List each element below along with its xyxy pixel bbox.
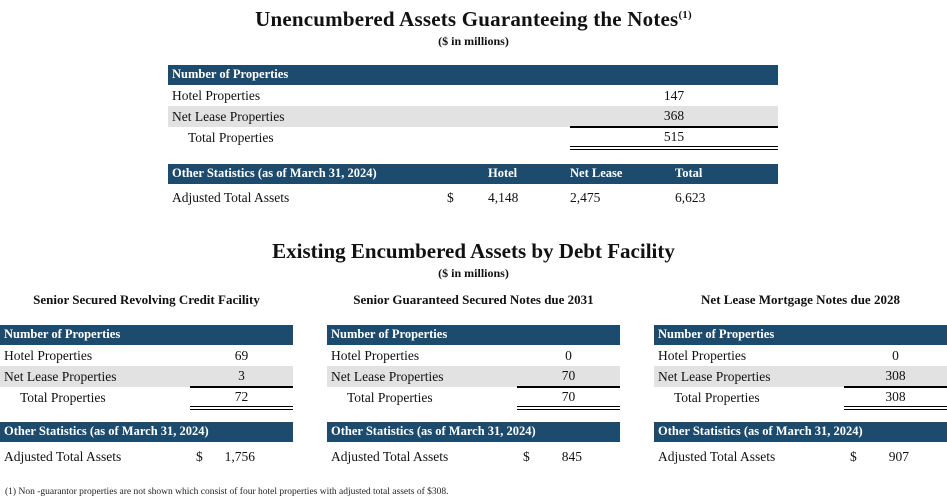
row-value: 308 xyxy=(844,366,947,388)
row-value: 907 xyxy=(888,448,909,464)
currency-symbol: $ xyxy=(850,448,857,464)
row-value: 0 xyxy=(565,347,572,363)
table-row: Hotel Properties 0 xyxy=(327,345,620,366)
table-header-row: Other Statistics (as of March 31, 2024) xyxy=(654,422,947,442)
table-total-row: Total Properties 515 xyxy=(168,127,778,150)
net-lease-value: 2,475 xyxy=(570,190,601,205)
hotel-value: 4,148 xyxy=(488,190,519,205)
panel-mortgage-notes-2028: Net Lease Mortgage Notes due 2028 Number… xyxy=(654,292,947,467)
other-statistics-header: Other Statistics (as of March 31, 2024) xyxy=(0,422,293,442)
panel-stats-table: Other Statistics (as of March 31, 2024) … xyxy=(654,422,947,467)
panel-title: Senior Secured Revolving Credit Facility xyxy=(33,292,260,307)
row-label: Net Lease Properties xyxy=(0,366,190,387)
row-label: Adjusted Total Assets xyxy=(331,448,449,464)
table-total-row: Total Properties 72 xyxy=(0,387,293,410)
table-total-row: Total Properties 308 xyxy=(654,387,947,410)
row-value: 147 xyxy=(663,87,685,103)
currency-symbol: $ xyxy=(447,190,454,205)
table-row: Adjusted Total Assets $ 907 xyxy=(654,442,947,467)
table-row: Hotel Properties 69 xyxy=(0,345,293,366)
row-label: Total Properties xyxy=(674,389,760,405)
unencumbered-properties-table: Number of Properties Hotel Properties 14… xyxy=(168,65,778,150)
footnote: (1) Non -guarantor properties are not sh… xyxy=(5,487,449,497)
other-statistics-header: Other Statistics (as of March 31, 2024) xyxy=(654,422,947,442)
row-label: Adjusted Total Assets xyxy=(658,448,776,464)
number-of-properties-header: Number of Properties xyxy=(654,325,947,345)
section1-tables: Number of Properties Hotel Properties 14… xyxy=(168,65,778,209)
number-of-properties-header: Number of Properties xyxy=(168,65,778,85)
table-header-row: Other Statistics (as of March 31, 2024) … xyxy=(168,164,778,184)
row-value: 69 xyxy=(234,347,249,363)
row-label: Hotel Properties xyxy=(172,87,261,103)
table-header-row: Number of Properties xyxy=(654,325,947,345)
number-of-properties-header: Number of Properties xyxy=(327,325,620,345)
section1-title-footnote-ref: (1) xyxy=(678,9,692,21)
row-value: 845 xyxy=(561,448,582,464)
row-value: 1,756 xyxy=(224,448,255,464)
table-row: Adjusted Total Assets $ 1,756 xyxy=(0,442,293,467)
section1-title: Unencumbered Assets Guaranteeing the Not… xyxy=(0,0,947,32)
total-value: 6,623 xyxy=(675,190,706,205)
table-header-row: Number of Properties xyxy=(168,65,778,85)
row-label: Hotel Properties xyxy=(658,347,747,363)
row-value: 70 xyxy=(517,366,620,388)
row-label: Total Properties xyxy=(188,129,274,145)
panel-properties-table: Number of Properties Hotel Properties 0 … xyxy=(654,325,947,410)
panel-title: Senior Guaranteed Secured Notes due 2031 xyxy=(353,292,594,307)
panel-title: Net Lease Mortgage Notes due 2028 xyxy=(701,292,900,307)
row-value: 70 xyxy=(517,387,620,410)
table-row: Net Lease Properties 70 xyxy=(327,366,620,388)
column-header-total: Total xyxy=(675,164,778,184)
row-value: 515 xyxy=(570,127,778,150)
row-label: Adjusted Total Assets xyxy=(4,448,122,464)
panel-properties-table: Number of Properties Hotel Properties 69… xyxy=(0,325,293,410)
row-label: Total Properties xyxy=(347,389,433,405)
panel-properties-table: Number of Properties Hotel Properties 0 … xyxy=(327,325,620,410)
table-header-row: Other Statistics (as of March 31, 2024) xyxy=(327,422,620,442)
panel-stats-table: Other Statistics (as of March 31, 2024) … xyxy=(327,422,620,467)
column-header-net-lease: Net Lease xyxy=(570,164,675,184)
currency-symbol: $ xyxy=(523,448,530,464)
table-row: Net Lease Properties 308 xyxy=(654,366,947,388)
section1-subtitle: ($ in millions) xyxy=(438,34,509,48)
row-value: 72 xyxy=(190,387,293,410)
row-label: Total Properties xyxy=(20,389,106,405)
row-label: Hotel Properties xyxy=(331,347,420,363)
table-total-row: Total Properties 70 xyxy=(327,387,620,410)
panel-revolving-credit-facility: Senior Secured Revolving Credit Facility… xyxy=(0,292,293,467)
row-value: 3 xyxy=(190,366,293,388)
table-row: Hotel Properties 0 xyxy=(654,345,947,366)
panel-secured-notes-2031: Senior Guaranteed Secured Notes due 2031… xyxy=(327,292,620,467)
unencumbered-stats-table: Other Statistics (as of March 31, 2024) … xyxy=(168,164,778,209)
table-header-row: Number of Properties xyxy=(0,325,293,345)
row-label: Hotel Properties xyxy=(4,347,93,363)
table-row: Hotel Properties 147 xyxy=(168,85,778,106)
panel-stats-table: Other Statistics (as of March 31, 2024) … xyxy=(0,422,293,467)
number-of-properties-header: Number of Properties xyxy=(0,325,293,345)
row-label: Net Lease Properties xyxy=(654,366,844,387)
table-header-row: Number of Properties xyxy=(327,325,620,345)
section2-subtitle: ($ in millions) xyxy=(438,266,509,280)
row-value: 308 xyxy=(844,387,947,410)
column-header-hotel: Hotel xyxy=(488,164,570,184)
section1-title-text: Unencumbered Assets Guaranteeing the Not… xyxy=(255,7,679,31)
row-label: Net Lease Properties xyxy=(168,106,570,127)
row-value: 0 xyxy=(892,347,899,363)
other-statistics-header: Other Statistics (as of March 31, 2024) xyxy=(168,164,488,184)
row-label: Adjusted Total Assets xyxy=(172,190,290,205)
table-header-row: Other Statistics (as of March 31, 2024) xyxy=(0,422,293,442)
table-row: Adjusted Total Assets $ 4,148 2,475 6,62… xyxy=(168,184,778,209)
table-row: Net Lease Properties 368 xyxy=(168,106,778,128)
section2-title: Existing Encumbered Assets by Debt Facil… xyxy=(272,239,675,263)
table-row: Adjusted Total Assets $ 845 xyxy=(327,442,620,467)
row-value: 368 xyxy=(570,106,778,128)
debt-facility-panels: Senior Secured Revolving Credit Facility… xyxy=(0,292,947,467)
currency-symbol: $ xyxy=(196,448,203,464)
row-label: Net Lease Properties xyxy=(327,366,517,387)
other-statistics-header: Other Statistics (as of March 31, 2024) xyxy=(327,422,620,442)
table-row: Net Lease Properties 3 xyxy=(0,366,293,388)
